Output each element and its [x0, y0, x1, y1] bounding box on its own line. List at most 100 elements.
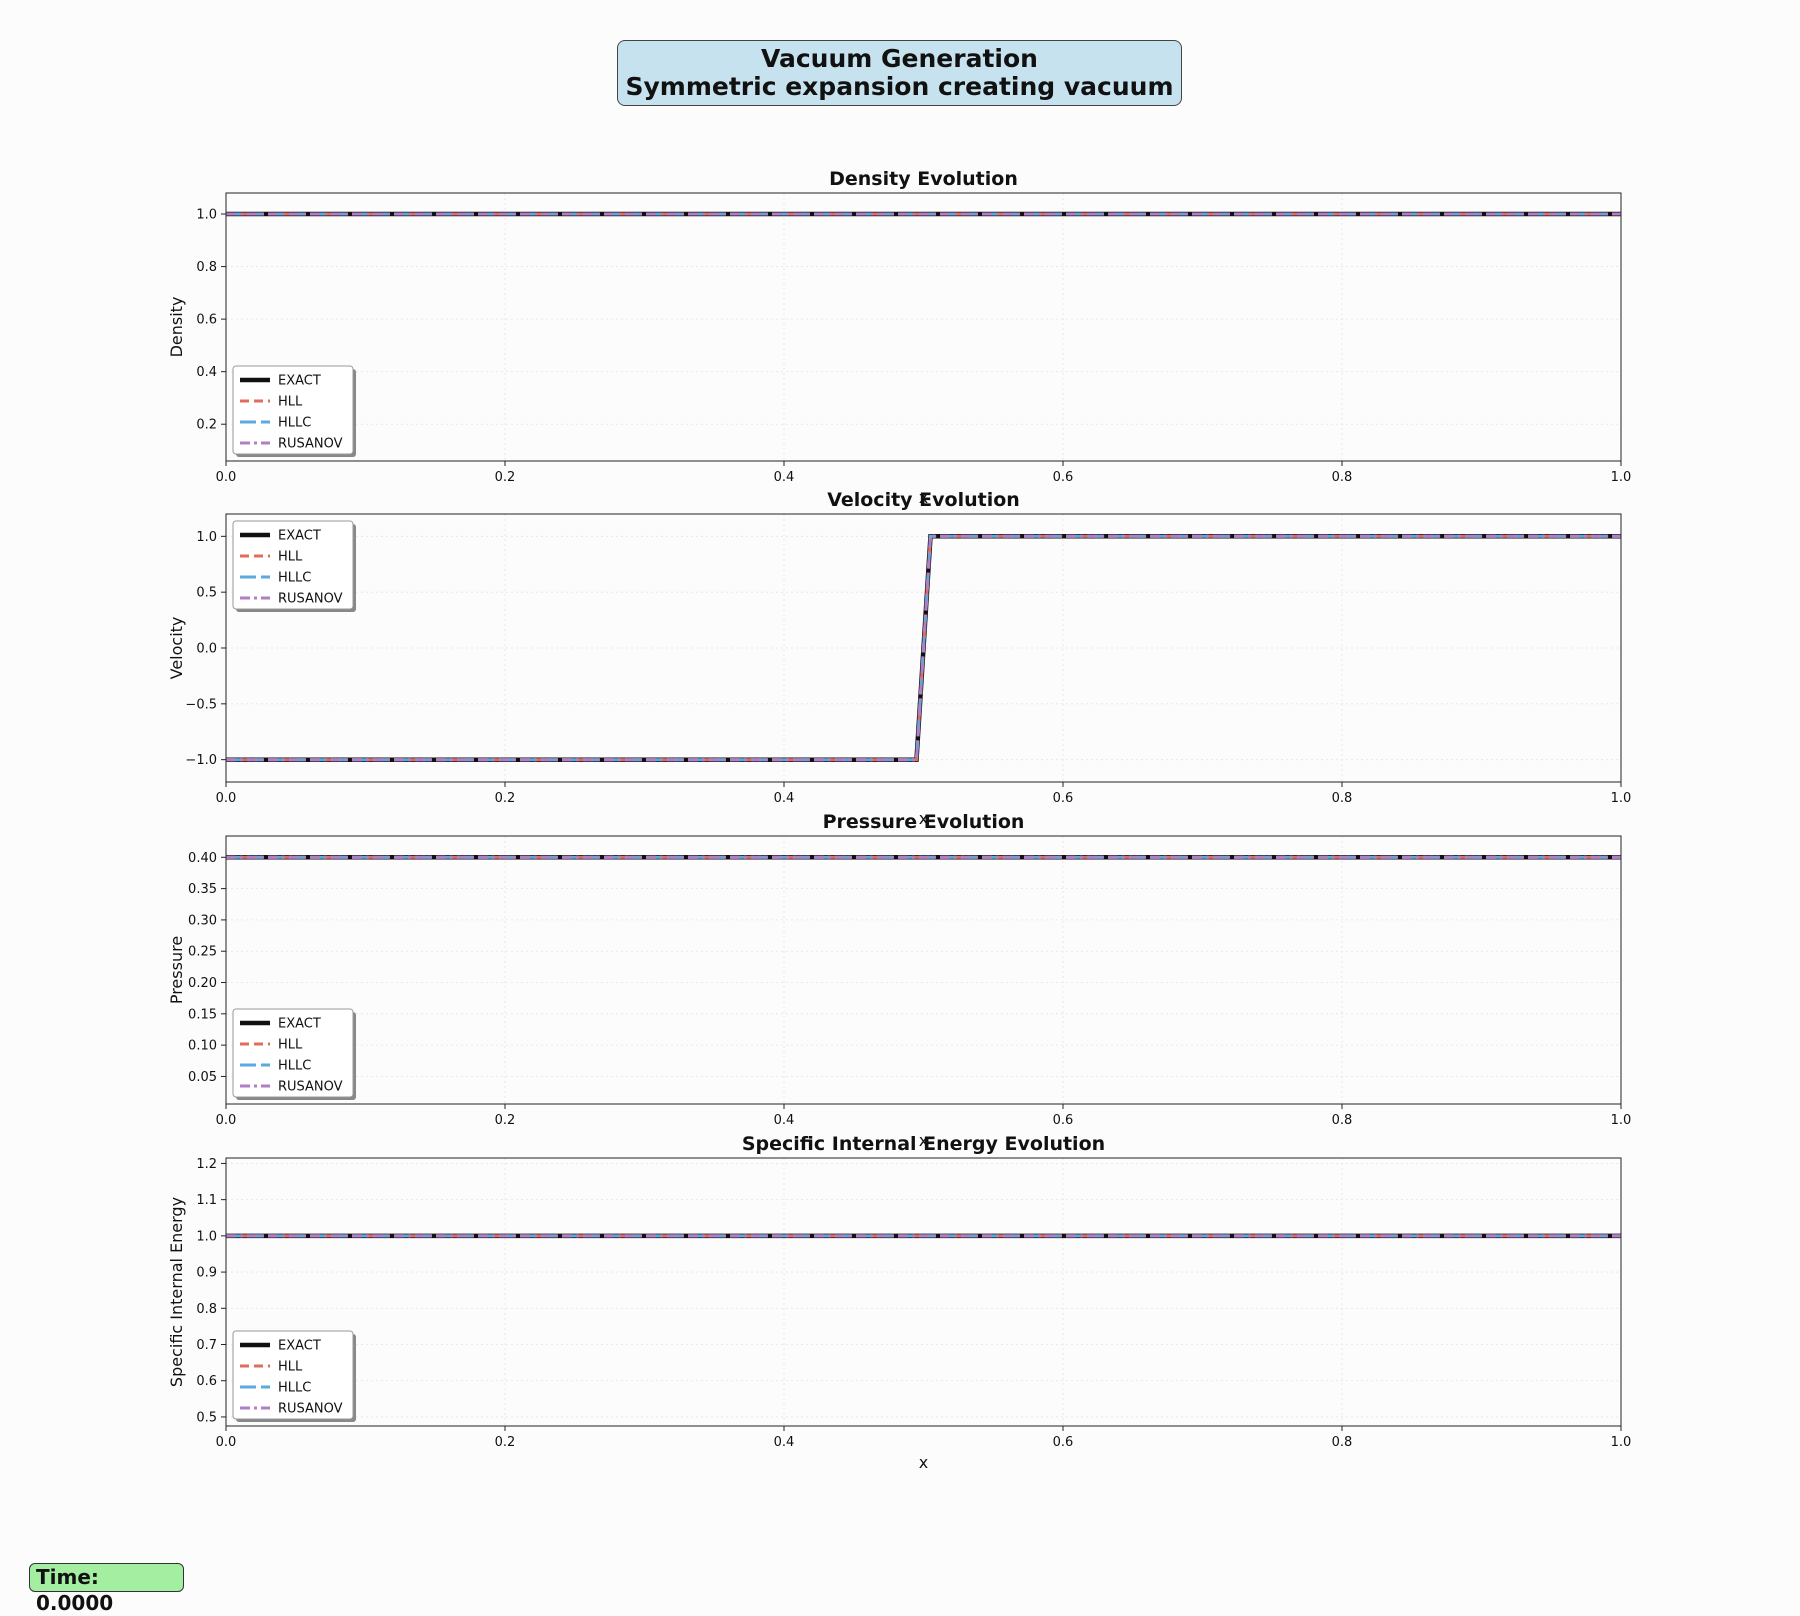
y-tick-label: 0.0	[196, 642, 217, 657]
chart-panel-2: 0.0 0.2 0.4 0.6 0.8 1.0 −1.0 −0.5 0.0 0.5 1.0 Veloc…	[167, 489, 1631, 828]
y-tick-label: 1.0	[196, 1229, 217, 1244]
x-axis-label: x	[919, 809, 928, 828]
axes-frame	[225, 1157, 1622, 1427]
y-tick-label: 0.10	[188, 1039, 217, 1054]
x-tick-label: 0.6	[1053, 1435, 1074, 1450]
y-tick-label: 0.6	[196, 1374, 217, 1389]
y-axis-label: Velocity	[167, 617, 186, 680]
chart-panel-4: 0.0 0.2 0.4 0.6 0.8 1.0 0.5 0.6 0.7 0.8 0.9 1.0 1.1 1…	[167, 1133, 1631, 1472]
y-tick-label: 0.5	[196, 1410, 217, 1425]
y-tick-label: 1.2	[196, 1157, 217, 1172]
chart-title: Velocity Evolution	[827, 489, 1020, 511]
legend-label-hll: HLL	[278, 1038, 303, 1053]
figure-subtitle: Symmetric expansion creating vacuum	[625, 72, 1174, 101]
x-tick-label: 0.2	[495, 791, 516, 806]
legend-label-hllc: HLLC	[278, 571, 311, 586]
series-line-rusanov	[226, 534, 1621, 762]
y-tick-label: 0.6	[196, 313, 217, 328]
legend: EXACT HLL HLLC RUSANOV	[232, 365, 356, 457]
y-tick-label: 1.0	[196, 208, 217, 223]
legend-box	[232, 520, 354, 610]
legend: EXACT HLL HLLC RUSANOV	[232, 520, 356, 612]
chart-panel-1: 0.0 0.2 0.4 0.6 0.8 1.0 0.2 0.4 0.6 0.8 1.0 Density…	[167, 168, 1631, 507]
x-axis-label: x	[919, 1453, 928, 1472]
x-tick-label: 0.2	[495, 470, 516, 485]
x-tick-label: 0.0	[216, 791, 237, 806]
legend-label-exact: EXACT	[278, 374, 321, 389]
x-tick-label: 0.0	[216, 470, 237, 485]
plot-area	[226, 836, 1621, 1104]
legend-label-hllc: HLLC	[278, 1381, 311, 1396]
legend-label-exact: EXACT	[278, 529, 321, 544]
y-tick-label: 0.15	[188, 1007, 217, 1022]
x-tick-label: 1.0	[1611, 791, 1632, 806]
y-axis-label: Density	[167, 297, 186, 358]
x-axis-label: x	[919, 1131, 928, 1150]
figure-title: Vacuum Generation	[761, 44, 1038, 73]
time-label: Time:	[36, 1565, 99, 1589]
legend: EXACT HLL HLLC RUSANOV	[232, 1008, 356, 1100]
y-tick-label: 0.20	[188, 976, 217, 991]
y-tick-label: 0.05	[188, 1070, 217, 1085]
legend-label-rusanov: RUSANOV	[278, 1402, 343, 1417]
chart-panel-3: 0.0 0.2 0.4 0.6 0.8 1.0 0.05 0.10 0.15 0.20 0.25 0.…	[167, 811, 1631, 1150]
legend-box	[232, 1330, 354, 1420]
x-tick-label: 1.0	[1611, 470, 1632, 485]
x-tick-label: 1.0	[1611, 1113, 1632, 1128]
legend-label-hll: HLL	[278, 395, 303, 410]
x-tick-label: 0.2	[495, 1435, 516, 1450]
y-tick-label: 0.7	[196, 1338, 217, 1353]
x-tick-label: 0.4	[774, 1435, 795, 1450]
legend-label-rusanov: RUSANOV	[278, 437, 343, 452]
chart-title: Density Evolution	[829, 168, 1018, 190]
x-tick-label: 0.6	[1053, 791, 1074, 806]
y-tick-label: 0.2	[196, 418, 217, 433]
legend-label-hllc: HLLC	[278, 1059, 311, 1074]
legend-label-hll: HLL	[278, 550, 303, 565]
time-value: 0.0000	[36, 1591, 114, 1615]
legend: EXACT HLL HLLC RUSANOV	[232, 1330, 356, 1422]
x-tick-label: 0.6	[1053, 470, 1074, 485]
plot-area	[226, 193, 1621, 461]
x-tick-label: 0.4	[774, 1113, 795, 1128]
y-axis-label: Specific Internal Energy	[167, 1197, 186, 1387]
x-tick-label: 0.0	[216, 1113, 237, 1128]
chart-title: Specific Internal Energy Evolution	[742, 1133, 1105, 1155]
legend-label-rusanov: RUSANOV	[278, 1080, 343, 1095]
y-tick-label: 0.8	[196, 1302, 217, 1317]
y-tick-label: −0.5	[185, 697, 217, 712]
legend-box	[232, 1008, 354, 1098]
y-tick-label: 1.0	[196, 530, 217, 545]
x-tick-label: 0.8	[1332, 1113, 1353, 1128]
y-tick-label: 1.1	[196, 1193, 217, 1208]
x-tick-label: 0.4	[774, 791, 795, 806]
x-tick-label: 0.4	[774, 470, 795, 485]
legend-box	[232, 365, 354, 455]
legend-label-hll: HLL	[278, 1360, 303, 1375]
x-tick-label: 1.0	[1611, 1435, 1632, 1450]
y-tick-label: 0.30	[188, 913, 217, 928]
x-tick-label: 0.0	[216, 1435, 237, 1450]
legend-label-exact: EXACT	[278, 1017, 321, 1032]
y-tick-label: 0.40	[188, 851, 217, 866]
x-tick-label: 0.8	[1332, 1435, 1353, 1450]
x-axis-label: x	[919, 488, 928, 507]
y-tick-label: −1.0	[185, 753, 217, 768]
x-tick-label: 0.8	[1332, 470, 1353, 485]
x-tick-label: 0.2	[495, 1113, 516, 1128]
y-tick-label: 0.4	[196, 365, 217, 380]
y-tick-label: 0.25	[188, 945, 217, 960]
legend-label-exact: EXACT	[278, 1339, 321, 1354]
axes-frame	[225, 835, 1622, 1105]
series-group	[226, 534, 1621, 762]
y-tick-label: 0.8	[196, 260, 217, 275]
chart-title: Pressure Evolution	[823, 811, 1025, 833]
figure-title-box: Vacuum Generation Symmetric expansion cr…	[617, 40, 1182, 106]
legend-label-rusanov: RUSANOV	[278, 592, 343, 607]
plot-area	[226, 1158, 1621, 1426]
x-tick-label: 0.6	[1053, 1113, 1074, 1128]
x-tick-label: 0.8	[1332, 791, 1353, 806]
axes-frame	[225, 192, 1622, 462]
y-tick-label: 0.9	[196, 1266, 217, 1281]
